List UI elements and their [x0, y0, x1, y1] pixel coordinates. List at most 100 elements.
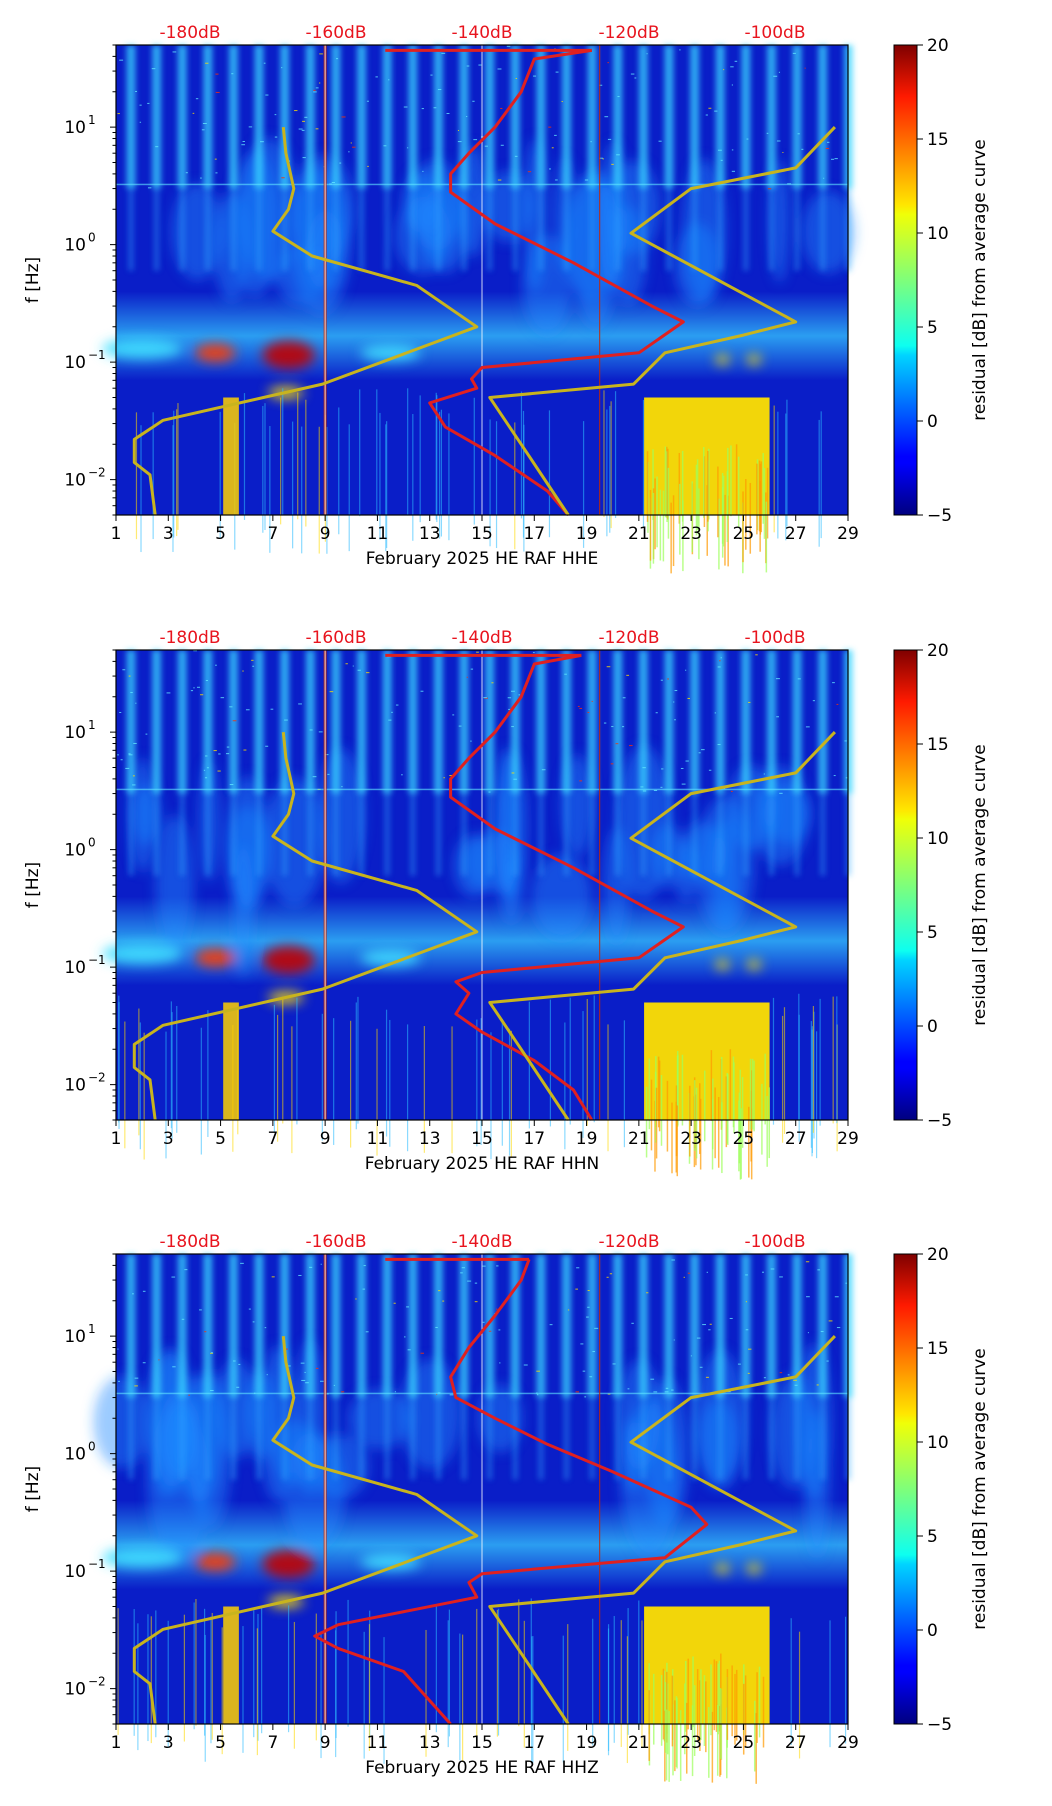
x-tick-label: 11 — [367, 524, 389, 544]
db-scale-label: -100dB — [744, 1232, 805, 1252]
series-line-red-mean — [313, 1258, 709, 1726]
y-tick-label: 10 — [64, 236, 86, 256]
y-tick-label: 10 — [64, 1327, 86, 1347]
x-tick-label: 27 — [785, 524, 807, 544]
x-tick-label: 11 — [367, 1129, 389, 1149]
y-tick-label: 10 — [64, 1076, 86, 1096]
colorbar-tick-label: 0 — [927, 412, 938, 432]
x-tick-label: 19 — [576, 1129, 598, 1149]
x-tick-label: 29 — [837, 1733, 859, 1753]
colorbar-title-hhe: residual [dB] from average curve — [970, 139, 990, 420]
x-tick-label: 13 — [419, 524, 441, 544]
colorbar-gradient — [893, 44, 918, 516]
x-tick-label: 5 — [215, 1129, 226, 1149]
colorbar-title-hhn: residual [dB] from average curve — [970, 744, 990, 1025]
colorbar-tick-label: 10 — [927, 829, 949, 849]
x-tick-label: 5 — [215, 524, 226, 544]
y-tick-exponent: 1 — [88, 1322, 96, 1336]
y-tick-exponent: 0 — [88, 1440, 96, 1454]
y-tick-label: 10 — [64, 1562, 86, 1582]
colorbar-gradient — [893, 1253, 918, 1725]
low-frequency-noise-block — [117, 1254, 847, 1784]
y-axis-title-hhe: f [Hz] — [23, 257, 43, 303]
x-axis-hhe: 1 3 5 7 9 11 13 15 17 19 21 23 25 27 29 — [111, 515, 859, 544]
daily-noise-stripes — [126, 1254, 853, 1480]
x-tick-label: 21 — [628, 524, 650, 544]
colorbar-tick-label: 0 — [927, 1017, 938, 1037]
series-layer-hhe — [132, 48, 836, 516]
colorbar-title-hhz: residual [dB] from average curve — [970, 1348, 990, 1629]
x-tick-label: 27 — [785, 1733, 807, 1753]
series-line-yellow-low — [132, 731, 479, 1121]
x-tick-label: 21 — [628, 1129, 650, 1149]
series-line-yellow-low — [132, 126, 479, 516]
db-scale-label: -120dB — [598, 628, 659, 648]
x-tick-label: 17 — [523, 1129, 545, 1149]
y-tick-label: 10 — [64, 1680, 86, 1700]
colorbar-tick-label: 5 — [927, 923, 938, 943]
colorbar-tick-label: 20 — [927, 1245, 949, 1265]
x-tick-label: 9 — [320, 524, 331, 544]
y-tick-label: 10 — [64, 723, 86, 743]
x-tick-label: 3 — [163, 1129, 174, 1149]
series-line-yellow-high — [488, 731, 836, 1121]
colorbar-tick-label: 15 — [927, 735, 949, 755]
series-line-yellow-low — [132, 1335, 479, 1725]
x-tick-label: 23 — [680, 1129, 702, 1149]
colorbar-tick-label: 10 — [927, 224, 949, 244]
colorbar-tick-label: 0 — [927, 1621, 938, 1641]
x-tick-label: 17 — [523, 524, 545, 544]
x-tick-label: 19 — [576, 524, 598, 544]
x-tick-label: 5 — [215, 1733, 226, 1753]
y-tick-exponent: −1 — [88, 1557, 106, 1571]
db-scale-label: -160dB — [305, 1232, 366, 1252]
x-tick-label: 25 — [733, 1733, 755, 1753]
y-tick-label: 10 — [64, 353, 86, 373]
y-tick-label: 10 — [64, 958, 86, 978]
x-tick-label: 9 — [320, 1733, 331, 1753]
x-tick-label: 29 — [837, 524, 859, 544]
x-tick-label: 13 — [419, 1129, 441, 1149]
y-axis-title-hhz: f [Hz] — [23, 1466, 43, 1512]
series-layer-hhz — [132, 1257, 836, 1726]
y-tick-label: 10 — [64, 118, 86, 138]
x-axis-title-hhn: February 2025 HE RAF HHN — [365, 1154, 600, 1174]
y-tick-exponent: 0 — [88, 836, 96, 850]
series-line-yellow-high — [488, 1335, 836, 1725]
heatmap-area-hhe — [102, 45, 855, 574]
series-line-yellow-high — [488, 126, 836, 516]
x-tick-label: 25 — [733, 524, 755, 544]
y-tick-exponent: −1 — [88, 953, 106, 967]
daily-noise-stripes — [126, 45, 853, 271]
db-scale-label: -160dB — [305, 23, 366, 43]
y-tick-exponent: −2 — [88, 466, 106, 480]
x-tick-label: 23 — [680, 524, 702, 544]
x-tick-label: 19 — [576, 1733, 598, 1753]
y-tick-exponent: 1 — [88, 113, 96, 127]
x-axis-title-hhe: February 2025 HE RAF HHE — [366, 549, 599, 569]
x-tick-label: 7 — [267, 1129, 278, 1149]
y-tick-exponent: −1 — [88, 348, 106, 362]
colorbar-hhn: −5 0 5 10 15 20 — [893, 641, 952, 1131]
y-tick-exponent: −2 — [88, 1071, 106, 1085]
colorbar-tick-label: 5 — [927, 318, 938, 338]
x-axis-hhn: 1 3 5 7 9 11 13 15 17 19 21 23 25 27 29 — [111, 1120, 859, 1149]
series-line-red-mean — [449, 653, 685, 1121]
x-tick-label: 23 — [680, 1733, 702, 1753]
colorbar-tick-label: 15 — [927, 1339, 949, 1359]
colorbar-tick-label: 15 — [927, 130, 949, 150]
y-tick-exponent: 0 — [88, 231, 96, 245]
db-scale-label: -140dB — [451, 1232, 512, 1252]
x-tick-label: 1 — [111, 1129, 122, 1149]
x-tick-label: 13 — [419, 1733, 441, 1753]
y-tick-label: 10 — [64, 841, 86, 861]
x-tick-label: 27 — [785, 1129, 807, 1149]
x-tick-label: 17 — [523, 1733, 545, 1753]
colorbar-tick-label: 20 — [927, 641, 949, 661]
db-scale-label: -100dB — [744, 628, 805, 648]
